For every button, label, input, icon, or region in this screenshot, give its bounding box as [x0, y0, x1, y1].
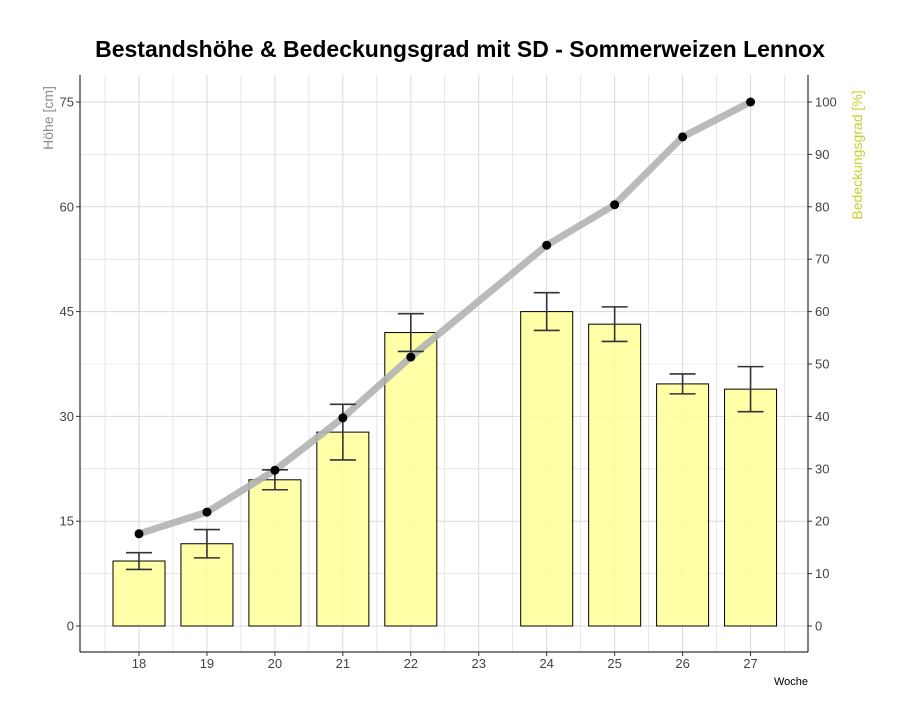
- right-tick-label: 30: [815, 461, 829, 476]
- right-tick-label: 10: [815, 566, 829, 581]
- x-tick-label: 27: [743, 656, 757, 671]
- height-point-week-26: [678, 132, 688, 142]
- height-point-week-22: [406, 352, 416, 362]
- height-point-week-19: [202, 507, 212, 517]
- x-tick-label: 19: [200, 656, 214, 671]
- right-tick-label: 80: [815, 199, 829, 214]
- error-bar-week-18: [126, 551, 152, 571]
- x-tick-label: 25: [607, 656, 621, 671]
- bar-week-20: [248, 479, 302, 627]
- left-tick-label: 0: [67, 619, 74, 634]
- bar-week-18: [112, 560, 166, 627]
- bar-week-25: [588, 323, 642, 627]
- left-tick-label: 60: [60, 199, 74, 214]
- error-bars: [126, 291, 764, 571]
- tick-labels: 0 15 30 45 60 75 0 10 20 30 40 50 60 70 80 90 100 18 19 20 2…: [60, 95, 837, 672]
- left-tick-label: 75: [60, 95, 74, 110]
- x-tick-label: 20: [268, 656, 282, 671]
- bar-week-27: [724, 388, 778, 627]
- right-tick-label: 60: [815, 304, 829, 319]
- right-tick-label: 0: [815, 619, 822, 634]
- right-tick-label: 40: [815, 409, 829, 424]
- right-axis-title: Bedeckungsgrad [%]: [849, 90, 865, 219]
- error-bar-week-26: [669, 373, 696, 395]
- x-tick-label: 22: [404, 656, 418, 671]
- bar-week-22: [384, 332, 438, 627]
- left-tick-label: 45: [60, 304, 74, 319]
- height-point-week-27: [746, 97, 756, 107]
- bar-week-24: [520, 311, 574, 627]
- height-point-week-24: [542, 240, 552, 250]
- x-tick-label: 18: [132, 656, 146, 671]
- error-bar-week-19: [193, 528, 220, 559]
- chart-title: Bestandshöhe & Bedeckungsgrad mit SD - S…: [95, 36, 825, 62]
- height-point-week-20: [270, 465, 280, 475]
- bar-week-21: [316, 431, 370, 627]
- height-point-week-18: [134, 529, 144, 539]
- x-tick-label: 23: [472, 656, 486, 671]
- left-tick-label: 15: [60, 514, 74, 529]
- error-bar-week-22: [397, 312, 424, 353]
- x-axis-title: Woche: [774, 676, 808, 688]
- right-tick-label: 100: [815, 95, 837, 110]
- x-tick-label: 24: [539, 656, 553, 671]
- right-tick-label: 90: [815, 147, 829, 162]
- x-tick-label: 21: [336, 656, 350, 671]
- right-tick-label: 20: [815, 514, 829, 529]
- height-points: [134, 97, 756, 539]
- axes: [76, 75, 812, 656]
- height-point-week-21: [338, 413, 348, 423]
- error-bar-week-24: [533, 291, 560, 332]
- right-tick-label: 70: [815, 252, 829, 267]
- x-tick-label: 26: [675, 656, 689, 671]
- bar-week-26: [656, 383, 710, 627]
- left-axis-title: Höhe [cm]: [40, 86, 56, 150]
- height-point-week-25: [610, 200, 620, 210]
- left-tick-label: 30: [60, 409, 74, 424]
- right-tick-label: 50: [815, 357, 829, 372]
- bars: [112, 311, 778, 627]
- error-bar-week-27: [737, 365, 764, 413]
- error-bar-week-25: [601, 306, 628, 343]
